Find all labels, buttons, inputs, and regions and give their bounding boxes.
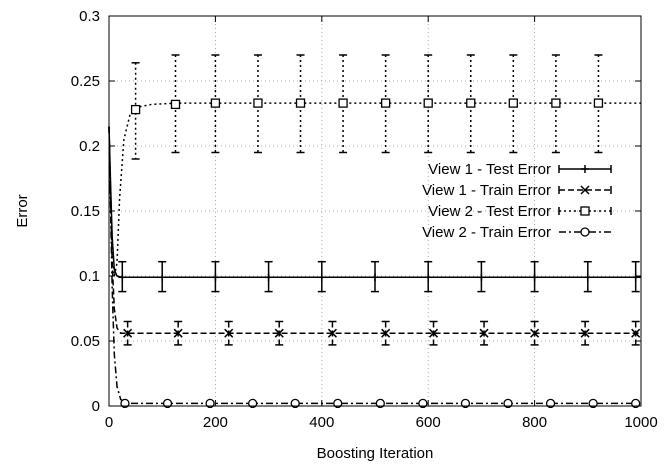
y-tick-label: 0.2 — [79, 138, 100, 155]
square-marker — [580, 206, 590, 216]
circle-marker — [545, 398, 556, 409]
y-tick-label: 0.25 — [71, 73, 100, 90]
x-marker — [224, 328, 234, 338]
series-2 — [108, 126, 641, 346]
legend: View 1 - Test Error View 1 - Train Error V… — [422, 161, 612, 241]
x-marker — [327, 328, 337, 338]
x-tick-label: 200 — [203, 414, 228, 431]
y-tick-label: 0 — [92, 398, 100, 415]
circle-marker — [120, 398, 130, 409]
square-marker — [130, 104, 141, 115]
x-marker — [631, 328, 641, 338]
circle-marker — [460, 398, 471, 409]
y-tick-label: 0.15 — [71, 203, 100, 220]
square-marker — [170, 99, 181, 110]
x-axis-title: Boosting Iteration — [317, 445, 434, 462]
circle-marker — [162, 398, 173, 409]
series-3 — [108, 54, 641, 277]
x-tick-label: 600 — [416, 414, 441, 431]
y-axis-title: Error — [14, 194, 31, 227]
series-line — [108, 126, 641, 334]
circle-marker — [503, 398, 513, 409]
square-marker — [380, 98, 391, 108]
circle-marker — [375, 398, 385, 409]
x-tick-label: 400 — [309, 414, 334, 431]
square-marker — [253, 98, 263, 108]
legend-label: View 1 - Train Error — [422, 182, 551, 199]
square-marker — [466, 98, 476, 108]
square-marker — [508, 98, 518, 108]
square-marker — [551, 98, 561, 108]
circle-marker — [290, 398, 300, 409]
square-marker — [338, 98, 348, 108]
circle-marker — [588, 398, 598, 409]
ticks: 0 200 400 600 800 1000 0 0.05 0.1 0.15 0.2 0.25 0.3 — [71, 8, 658, 431]
circle-marker — [247, 398, 258, 409]
y-tick-label: 0.1 — [79, 268, 100, 285]
x-tick-label: 800 — [522, 414, 547, 431]
series-line — [108, 102, 641, 277]
circle-marker — [418, 398, 428, 409]
series-line — [108, 126, 641, 279]
square-marker — [423, 98, 433, 108]
x-marker — [381, 328, 391, 338]
series-layer — [108, 54, 641, 409]
legend-label: View 1 - Test Error — [428, 161, 551, 178]
y-tick-label: 0.05 — [71, 333, 100, 350]
x-marker — [580, 185, 590, 195]
x-marker — [123, 328, 133, 338]
square-marker — [295, 98, 306, 108]
circle-marker — [333, 398, 343, 409]
square-marker — [593, 98, 604, 108]
x-marker — [530, 328, 540, 338]
x-marker — [479, 328, 489, 338]
x-marker — [428, 328, 439, 338]
legend-label: View 2 - Train Error — [422, 224, 551, 241]
circle-marker — [205, 398, 215, 409]
series-1 — [108, 126, 641, 293]
circle-marker — [580, 227, 590, 237]
grid — [109, 16, 641, 406]
x-marker — [274, 328, 284, 338]
series-4 — [108, 126, 641, 409]
x-tick-label: 0 — [105, 414, 113, 431]
legend-label: View 2 - Test Error — [428, 203, 551, 220]
y-tick-label: 0.3 — [79, 8, 100, 25]
square-marker — [210, 98, 221, 108]
x-marker — [580, 328, 590, 338]
circle-marker — [631, 398, 641, 409]
x-marker — [173, 328, 183, 338]
x-tick-label: 1000 — [624, 414, 657, 431]
